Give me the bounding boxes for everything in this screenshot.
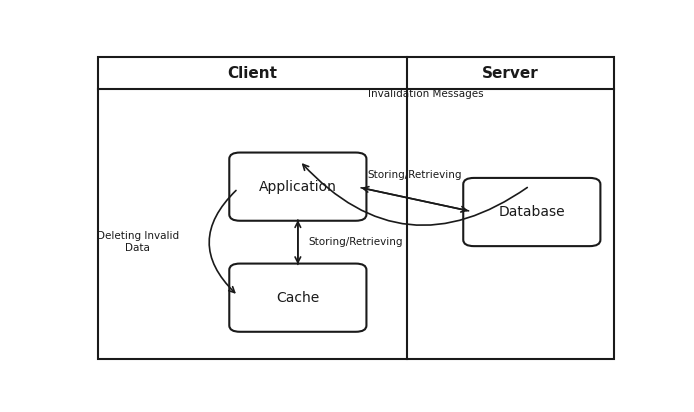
Text: Storing/Retrieving: Storing/Retrieving	[368, 170, 462, 180]
Text: Invalidation Messages: Invalidation Messages	[368, 89, 484, 98]
Text: Deleting Invalid
Data: Deleting Invalid Data	[96, 232, 179, 253]
Text: Storing/Retrieving: Storing/Retrieving	[309, 237, 403, 247]
FancyBboxPatch shape	[229, 264, 366, 332]
FancyBboxPatch shape	[464, 178, 600, 246]
Text: Server: Server	[482, 66, 539, 81]
FancyBboxPatch shape	[97, 57, 613, 359]
Text: Client: Client	[227, 66, 277, 81]
Text: Cache: Cache	[276, 291, 319, 305]
Text: Database: Database	[498, 205, 565, 219]
Text: Application: Application	[259, 180, 337, 194]
FancyBboxPatch shape	[229, 152, 366, 221]
